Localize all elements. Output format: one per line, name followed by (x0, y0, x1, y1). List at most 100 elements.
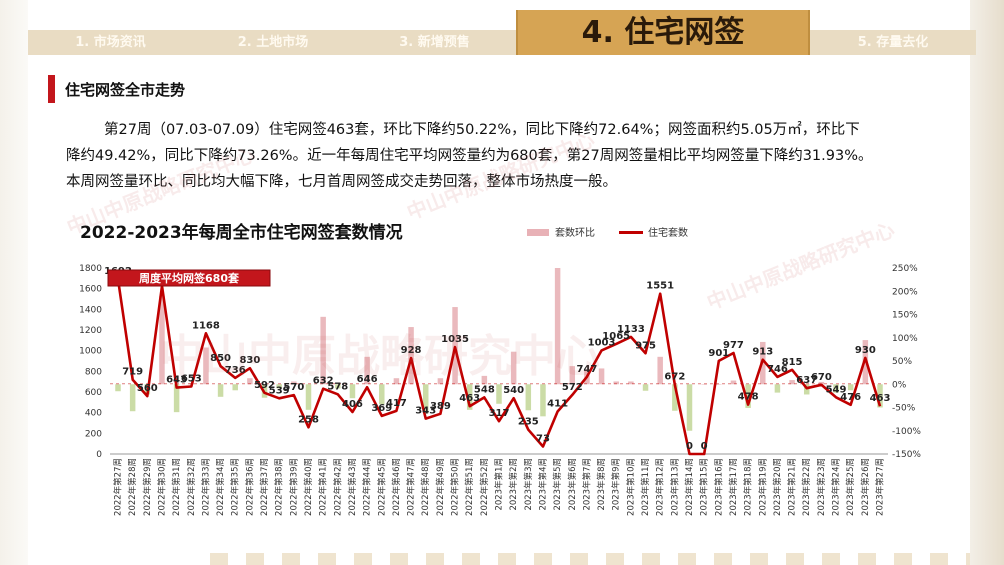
y-right-tick-2: -50% (892, 404, 916, 414)
y-right-tick-1: -100% (892, 427, 921, 437)
x-tick-9: 2022年第36周 (244, 458, 255, 516)
x-tick-44: 2023年第19周 (757, 458, 768, 516)
bar-34 (613, 381, 619, 385)
data-label-45: 746 (767, 364, 788, 375)
data-label-15: 578 (327, 381, 348, 392)
bar-50 (847, 384, 854, 391)
x-tick-27: 2023年第2周 (508, 458, 519, 511)
data-label-20: 928 (401, 345, 422, 356)
x-tick-20: 2022年第47周 (406, 458, 417, 516)
data-label-21: 343 (415, 406, 436, 417)
y-right-tick-3: 0% (892, 380, 907, 390)
x-tick-1: 2022年第28周 (127, 458, 138, 516)
bar-46 (789, 380, 795, 385)
data-label-41: 901 (708, 348, 729, 359)
data-label-38: 672 (664, 372, 685, 383)
summary-line-3: 本周网签量环比、同比均大幅下降，七月首周网签成交走势回落，整体市场热度一般。 (66, 174, 617, 190)
bar-12 (291, 381, 297, 385)
left-decoration (0, 0, 28, 565)
bar-30 (554, 268, 561, 385)
right-decoration (970, 0, 1004, 565)
data-label-1: 719 (122, 367, 143, 378)
x-tick-29: 2023年第4周 (537, 458, 548, 511)
x-tick-11: 2022年第38周 (274, 458, 285, 516)
x-tick-14: 2022年第41周 (318, 458, 329, 516)
bar-15 (335, 384, 341, 389)
x-tick-50: 2023年第25周 (845, 458, 856, 516)
x-tick-18: 2022年第45周 (376, 458, 387, 516)
data-label-48: 670 (811, 372, 832, 383)
bar-38 (672, 384, 678, 411)
bar-42 (730, 380, 737, 385)
legend-bar-label: 套数环比 (555, 228, 595, 239)
data-label-32: 747 (576, 364, 597, 375)
y-left-tick-7: 1400 (79, 305, 102, 315)
y-left-tick-4: 800 (85, 367, 102, 377)
data-label-16: 406 (342, 399, 363, 410)
y-right-tick-6: 150% (892, 311, 918, 321)
data-label-49: 549 (826, 384, 847, 395)
x-tick-32: 2023年第7周 (581, 458, 592, 511)
data-label-36: 975 (635, 340, 656, 351)
data-label-11: 539 (269, 385, 290, 396)
legend-line-swatch (619, 231, 643, 234)
x-tick-22: 2022年第49周 (435, 458, 446, 516)
x-tick-33: 2023年第8周 (596, 458, 607, 511)
bar-0 (115, 384, 121, 392)
bar-31 (569, 366, 576, 385)
data-label-42: 977 (723, 340, 744, 351)
bar-18 (379, 384, 385, 405)
y-left-tick-5: 1000 (79, 347, 102, 357)
x-tick-46: 2023年第21周 (787, 458, 798, 516)
y-left-tick-6: 1200 (79, 326, 102, 336)
tab-residential-signing[interactable]: 4. 住宅网签 (581, 15, 745, 50)
tab-market-news[interactable]: 1. 市场资讯 (75, 35, 146, 50)
data-label-51: 930 (855, 345, 876, 356)
x-tick-25: 2022年第52周 (479, 458, 490, 516)
y-right-tick-7: 200% (892, 287, 918, 297)
legend-line-label: 住宅套数 (648, 228, 688, 239)
bar-39 (686, 384, 693, 431)
x-tick-28: 2023年第3周 (523, 458, 534, 511)
x-tick-47: 2023年第22周 (801, 458, 812, 516)
x-tick-40: 2023年第15周 (699, 458, 710, 516)
tab-new-presale[interactable]: 3. 新增预售 (399, 35, 470, 50)
bar-33 (598, 368, 605, 385)
legend-bar-swatch (527, 229, 549, 236)
data-label-46: 815 (782, 357, 803, 368)
x-tick-43: 2023年第18周 (743, 458, 754, 516)
bar-27 (510, 351, 517, 385)
section-marker (48, 75, 55, 103)
bar-43 (745, 384, 751, 408)
y-left-tick-2: 400 (85, 409, 102, 419)
average-annotation-text: 周度平均网签680套 (139, 271, 240, 285)
series-line-units (116, 279, 882, 456)
data-label-22: 389 (430, 401, 451, 412)
bar-48 (818, 381, 825, 385)
tab-land-market[interactable]: 2. 土地市场 (237, 35, 309, 50)
x-tick-31: 2023年第6周 (567, 458, 578, 511)
data-label-31: 572 (562, 382, 583, 393)
x-tick-37: 2023年第12周 (655, 458, 666, 516)
x-tick-5: 2022年第32周 (186, 458, 197, 516)
tab-inventory[interactable]: 5. 存量去化 (857, 35, 929, 50)
x-tick-30: 2023年第5周 (552, 458, 563, 511)
x-tick-13: 2022年第40周 (303, 458, 314, 516)
data-label-6: 1168 (192, 320, 220, 331)
y-left-tick-0: 0 (96, 450, 102, 460)
bottom-decoration (210, 553, 970, 565)
chart-title: 2022-2023年每周全市住宅网签套数情况 (80, 223, 403, 243)
bar-37 (657, 356, 663, 385)
x-tick-2: 2022年第29周 (142, 458, 153, 516)
bar-28 (525, 384, 532, 411)
x-tick-35: 2023年第10周 (625, 458, 636, 516)
bar-1 (129, 384, 136, 412)
x-tick-48: 2023年第23周 (816, 458, 827, 516)
y-left-tick-8: 1600 (79, 285, 102, 295)
x-tick-38: 2023年第13周 (669, 458, 680, 516)
data-label-44: 913 (752, 347, 773, 358)
y-left-tick-3: 600 (85, 388, 102, 398)
data-label-9: 830 (239, 355, 260, 366)
y-right-tick-4: 50% (892, 357, 912, 367)
bar-40 (701, 384, 707, 385)
